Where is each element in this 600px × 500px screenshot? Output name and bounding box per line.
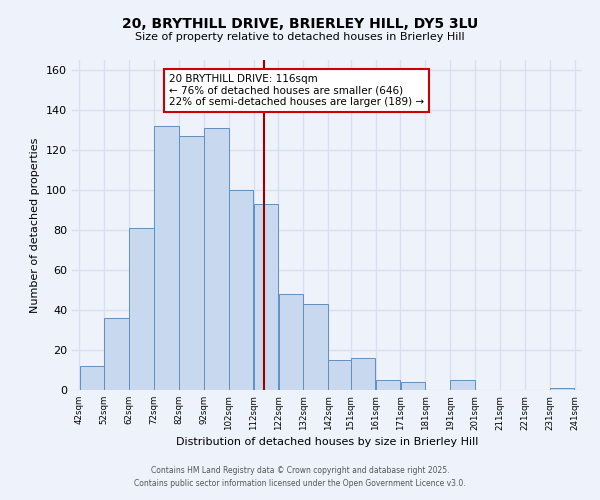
Bar <box>351 358 376 390</box>
Bar <box>154 126 179 390</box>
Text: Size of property relative to detached houses in Brierley Hill: Size of property relative to detached ho… <box>135 32 465 42</box>
Bar <box>450 380 475 390</box>
Bar <box>130 228 154 390</box>
Bar <box>229 190 253 390</box>
Bar <box>254 204 278 390</box>
Bar <box>376 380 400 390</box>
Text: 20, BRYTHILL DRIVE, BRIERLEY HILL, DY5 3LU: 20, BRYTHILL DRIVE, BRIERLEY HILL, DY5 3… <box>122 18 478 32</box>
Bar <box>179 136 204 390</box>
Bar <box>278 294 303 390</box>
X-axis label: Distribution of detached houses by size in Brierley Hill: Distribution of detached houses by size … <box>176 436 478 446</box>
Bar <box>550 388 574 390</box>
Text: 20 BRYTHILL DRIVE: 116sqm
← 76% of detached houses are smaller (646)
22% of semi: 20 BRYTHILL DRIVE: 116sqm ← 76% of detac… <box>169 74 424 107</box>
Y-axis label: Number of detached properties: Number of detached properties <box>31 138 40 312</box>
Bar <box>104 318 129 390</box>
Bar <box>304 304 328 390</box>
Text: Contains HM Land Registry data © Crown copyright and database right 2025.
Contai: Contains HM Land Registry data © Crown c… <box>134 466 466 487</box>
Bar <box>401 382 425 390</box>
Bar <box>204 128 229 390</box>
Bar <box>80 366 104 390</box>
Bar <box>328 360 350 390</box>
